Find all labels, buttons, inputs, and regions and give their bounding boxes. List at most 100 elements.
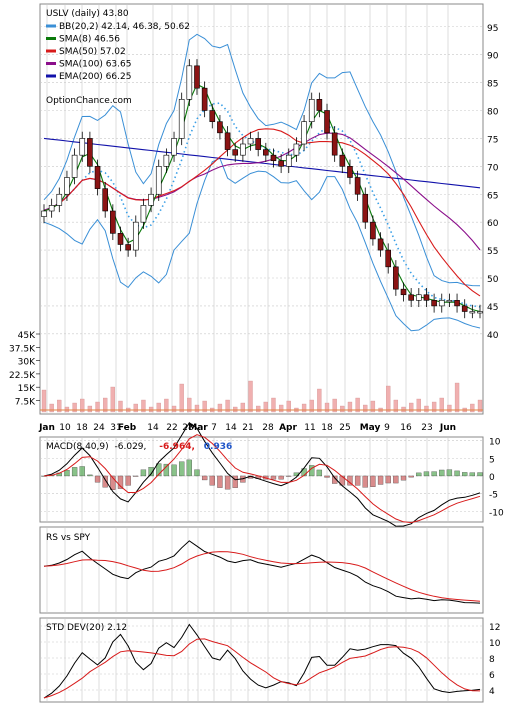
macd-tick-label: -10	[489, 508, 504, 518]
candle-body	[71, 154, 78, 178]
sma8-line	[43, 83, 481, 313]
macd-v3: 0.936	[204, 442, 232, 452]
legend: USLV (daily) 43.80 BB(20,2) 42.14, 46.38,…	[46, 9, 190, 82]
x-tick-label: 18	[321, 423, 333, 433]
candle-body	[270, 154, 277, 162]
rs-series	[43, 540, 481, 604]
x-tick-label: 18	[76, 423, 88, 433]
volume-bar	[80, 398, 85, 413]
macd-signal-line	[43, 434, 481, 524]
macd-histogram-bar	[102, 475, 108, 488]
candle-body	[393, 266, 399, 290]
candle-body	[347, 166, 353, 178]
volume-bar	[355, 397, 360, 413]
volume-bar	[133, 403, 138, 413]
candle-body	[209, 110, 216, 122]
volume-bar	[87, 405, 93, 413]
price-panel	[39, 3, 484, 415]
macd-histogram-bar	[278, 475, 284, 480]
x-tick-label: 16	[400, 423, 412, 433]
candle-body	[362, 193, 369, 223]
price-tick-label: 90	[487, 52, 499, 62]
x-tick-label: 9	[384, 423, 390, 433]
volume-bar	[286, 400, 291, 413]
volume-bar	[340, 405, 345, 413]
std-grid	[40, 618, 483, 702]
macd-tick-label: -5	[489, 491, 498, 501]
macd-histogram-bar	[64, 470, 70, 477]
x-tick-label: 28	[262, 423, 274, 433]
x-tick-label: 21	[242, 423, 253, 433]
std-tick-label: 4	[489, 687, 495, 697]
std-tick-label: 8	[489, 655, 495, 665]
candle-body	[132, 221, 139, 251]
macd-histogram-bar	[87, 474, 93, 477]
volume-bar	[110, 386, 115, 413]
volume-bar	[332, 398, 337, 413]
volume-tick-label: 7.5K	[15, 398, 36, 408]
candle-body	[171, 138, 177, 156]
macd-tick-label: 0	[489, 473, 495, 483]
macd-label: MACD(8,40,9)	[46, 442, 109, 452]
volume-bar	[278, 404, 284, 413]
macd-histogram-bar	[232, 475, 238, 488]
volume-bar	[409, 402, 414, 413]
macd-histogram-bar	[393, 475, 399, 484]
x-tick-label: 14	[225, 423, 237, 433]
macd-histogram-bar	[94, 475, 101, 483]
macd-series	[41, 421, 483, 527]
rs-line	[43, 540, 481, 604]
candle-body	[454, 300, 460, 307]
volume-bar	[386, 385, 391, 413]
candle-body	[431, 300, 437, 307]
volume-bar	[118, 400, 123, 413]
legend-swatch	[46, 74, 56, 78]
volume-bar	[95, 401, 100, 413]
std-tick-label: 6	[489, 671, 495, 681]
volume-bar	[477, 399, 483, 413]
price-tick-label: 65	[487, 191, 498, 201]
candle-body	[255, 138, 261, 150]
candle-body	[224, 132, 231, 150]
volume-bar	[72, 402, 77, 413]
candle-body	[385, 249, 392, 268]
volume-bar	[301, 403, 307, 413]
macd-histogram-bar	[148, 467, 154, 477]
legend-label: BB(20,2) 42.14, 46.38, 50.62	[59, 22, 190, 32]
volume-bar	[49, 403, 54, 413]
macd-histogram-bar	[462, 472, 468, 477]
volume-bar	[439, 397, 444, 413]
volume-tick-label: 30K	[18, 358, 36, 368]
volume-bar	[164, 398, 169, 413]
macd-histogram-bar	[469, 472, 476, 477]
candle-body	[56, 193, 63, 206]
macd-histogram-bar	[270, 475, 277, 480]
volume-bar	[454, 382, 460, 413]
price-tick-label: 45	[487, 303, 498, 313]
std-tick-label: 12	[489, 623, 500, 633]
candle-body	[110, 210, 116, 234]
x-tick-label: 25	[339, 423, 350, 433]
volume-bar	[309, 399, 314, 413]
candle-body	[377, 238, 384, 251]
macd-histogram-bar	[370, 475, 376, 487]
macd-histogram-bar	[286, 475, 292, 477]
macd-histogram-bar	[209, 475, 215, 486]
volume-bar	[447, 404, 452, 413]
macd-histogram-bar	[477, 472, 483, 477]
bb-upper-line	[43, 33, 481, 287]
volume-y-axis: 45K 37.5K 30K 22.5K 15K 7.5K	[9, 331, 40, 408]
price-tick-label: 85	[487, 80, 498, 90]
volume-bar	[424, 405, 429, 413]
watermark: OptionChance.com	[46, 96, 132, 106]
volume-tick-label: 15K	[18, 384, 36, 394]
macd-histogram-bar	[416, 472, 422, 477]
candle-body	[293, 143, 300, 156]
x-tick-label: 28	[182, 423, 194, 433]
indicator-lines	[43, 33, 481, 332]
candle-body	[285, 154, 292, 167]
macd-histogram-bar	[324, 475, 330, 478]
candle-body	[461, 305, 468, 312]
